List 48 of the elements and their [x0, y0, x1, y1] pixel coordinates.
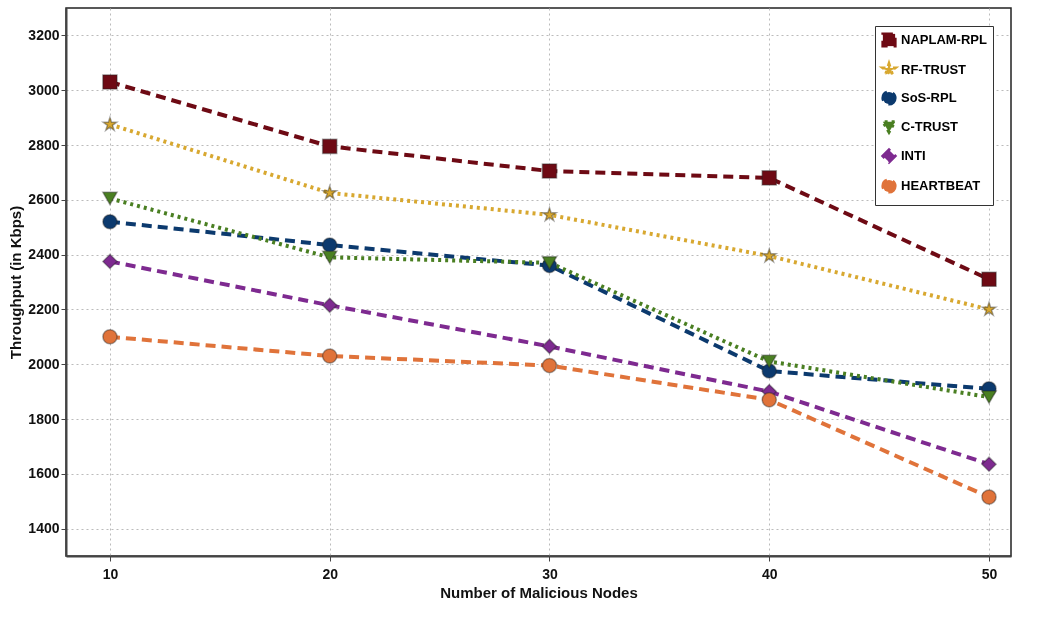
point — [981, 390, 997, 404]
legend-label: SoS-RPL — [901, 90, 957, 105]
x-tick-label: 40 — [761, 565, 778, 582]
point — [541, 255, 558, 270]
x-tick-label: 10 — [102, 565, 119, 582]
point — [321, 348, 338, 364]
y-tick-label: 1400 — [28, 520, 60, 537]
point — [541, 338, 558, 355]
point — [102, 191, 118, 206]
point — [981, 271, 997, 288]
y-tick-label: 1600 — [28, 465, 60, 482]
x-tick-label: 50 — [981, 565, 998, 582]
x-tick-label: 30 — [542, 565, 558, 582]
point — [981, 301, 997, 316]
point — [542, 207, 557, 222]
point — [322, 185, 338, 200]
y-tick-label: 3000 — [28, 81, 60, 98]
y-axis-title: Throughput (in Kbps) — [7, 205, 25, 360]
point — [761, 248, 777, 263]
point — [761, 392, 778, 408]
legend-label: NAPLAM-RPL — [901, 32, 987, 47]
legend-label: C-TRUST — [901, 119, 959, 134]
point — [321, 250, 338, 265]
point — [761, 354, 778, 369]
legend-label: HEARTBEAT — [901, 178, 981, 193]
y-tick-label: 2200 — [28, 300, 60, 317]
point — [102, 253, 118, 270]
y-tick-label: 2600 — [28, 191, 60, 208]
legend-label: INTI — [901, 148, 926, 163]
x-tick-label: 20 — [322, 565, 339, 582]
point — [761, 170, 778, 186]
point — [321, 138, 338, 155]
y-tick-label: 1800 — [28, 410, 60, 427]
y-tick-label: 2800 — [28, 136, 60, 153]
point — [541, 163, 558, 179]
point — [102, 74, 118, 90]
point — [321, 297, 338, 314]
point — [981, 456, 997, 473]
point — [102, 116, 118, 131]
y-tick-label: 3200 — [28, 26, 60, 43]
y-tick-label: 2000 — [28, 355, 60, 372]
point — [541, 357, 558, 374]
point — [981, 489, 997, 505]
y-tick-label: 2400 — [28, 246, 60, 263]
x-axis-title: Number of Malicious Nodes — [440, 583, 638, 601]
point — [102, 328, 118, 345]
legend-label: RF-TRUST — [901, 62, 967, 77]
point — [102, 213, 118, 230]
